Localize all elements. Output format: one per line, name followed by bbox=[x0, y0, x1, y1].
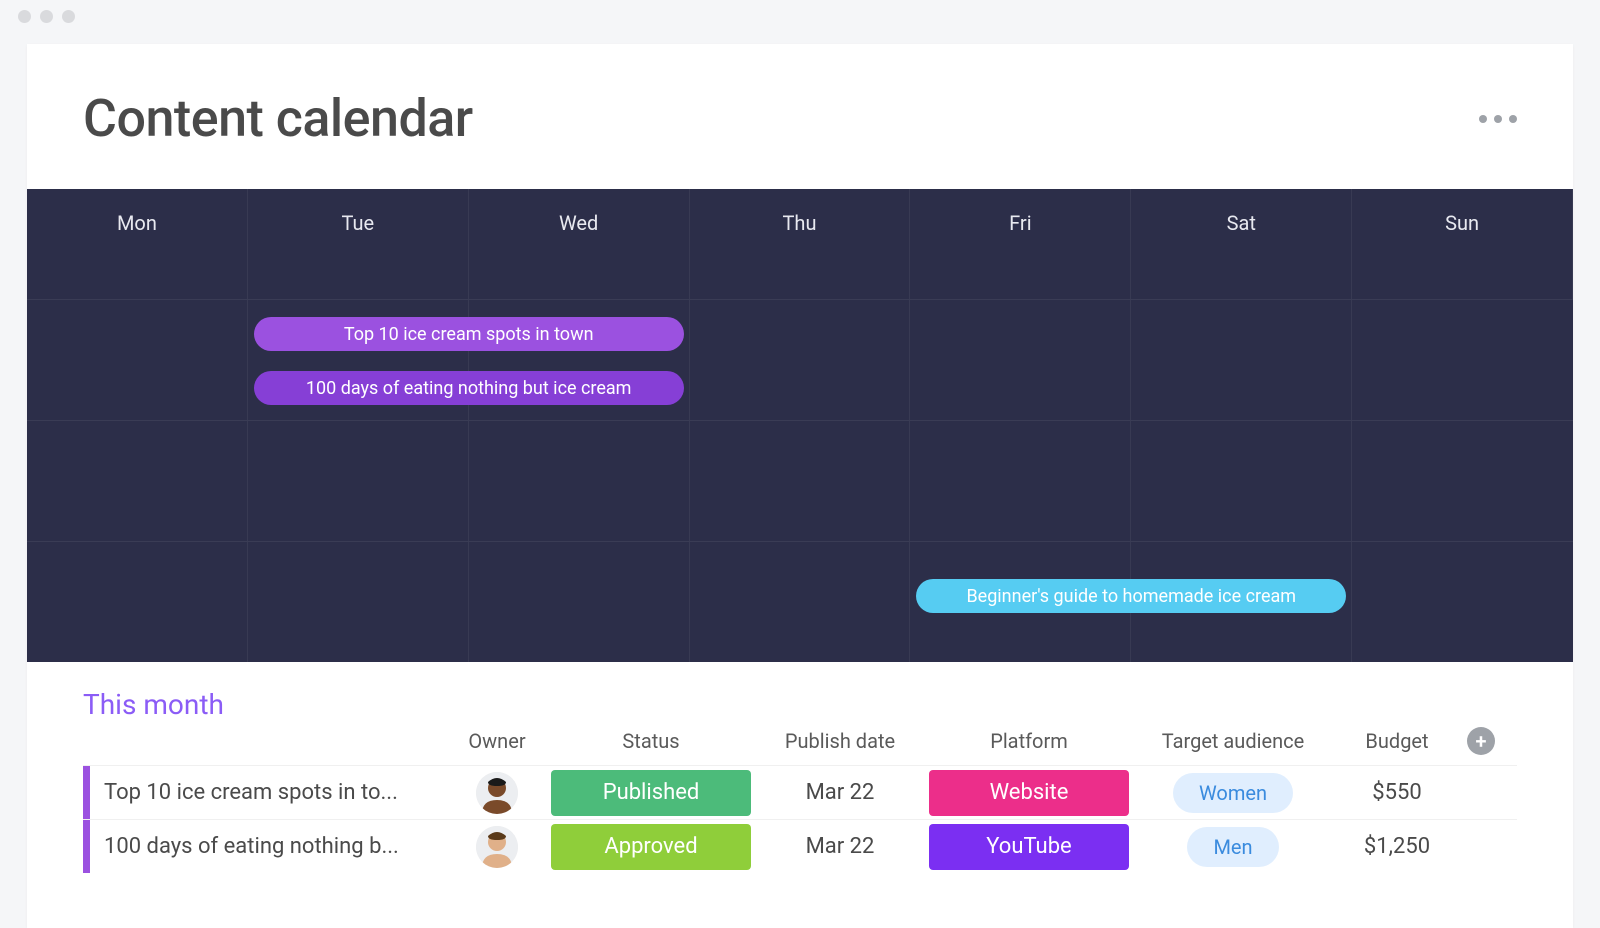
table-column-header[interactable]: Publish date bbox=[755, 729, 925, 753]
publish-date-cell[interactable]: Mar 22 bbox=[755, 834, 925, 859]
calendar-cell[interactable] bbox=[1131, 300, 1352, 420]
status-cell[interactable]: Approved bbox=[551, 824, 751, 870]
platform-cell[interactable]: Website bbox=[929, 770, 1129, 816]
calendar-header-row: MonTueWedThuFriSatSun bbox=[27, 189, 1573, 299]
audience-chip[interactable]: Women bbox=[1173, 773, 1293, 813]
more-menu-button[interactable] bbox=[1479, 115, 1517, 123]
platform-chip[interactable]: YouTube bbox=[929, 824, 1129, 870]
calendar-row bbox=[27, 299, 1573, 420]
calendar-cell[interactable] bbox=[248, 421, 469, 541]
owner-avatar[interactable] bbox=[476, 826, 518, 868]
row-color-stripe bbox=[83, 820, 90, 873]
calendar-cell[interactable] bbox=[1131, 421, 1352, 541]
row-title: 100 days of eating nothing b... bbox=[104, 834, 399, 859]
platform-cell[interactable]: YouTube bbox=[929, 824, 1129, 870]
table-column-header[interactable]: Budget bbox=[1337, 729, 1457, 753]
status-chip[interactable]: Approved bbox=[551, 824, 751, 870]
table-body: Top 10 ice cream spots in to... Published… bbox=[83, 765, 1517, 873]
calendar-header-cell: Fri bbox=[910, 189, 1131, 299]
table-column-header[interactable]: Platform bbox=[929, 729, 1129, 753]
calendar-header-cell: Mon bbox=[27, 189, 248, 299]
calendar-event[interactable]: Top 10 ice cream spots in town bbox=[254, 317, 684, 351]
calendar-event[interactable]: 100 days of eating nothing but ice cream bbox=[254, 371, 684, 405]
row-title: Top 10 ice cream spots in to... bbox=[104, 780, 398, 805]
calendar-cell[interactable] bbox=[248, 542, 469, 662]
table-column-header[interactable]: Target audience bbox=[1133, 729, 1333, 753]
table-row[interactable]: Top 10 ice cream spots in to... Published… bbox=[83, 765, 1517, 819]
budget-cell[interactable]: $1,250 bbox=[1337, 834, 1457, 859]
table-header-row: OwnerStatusPublish datePlatformTarget au… bbox=[83, 727, 1517, 765]
calendar-day-label: Fri bbox=[910, 189, 1130, 247]
calendar-cell[interactable] bbox=[27, 300, 248, 420]
status-chip[interactable]: Published bbox=[551, 770, 751, 816]
calendar-cell[interactable] bbox=[1352, 421, 1573, 541]
audience-cell[interactable]: Men bbox=[1133, 827, 1333, 867]
calendar-header-cell: Thu bbox=[690, 189, 911, 299]
calendar-cell[interactable] bbox=[469, 421, 690, 541]
calendar-cell[interactable] bbox=[910, 421, 1131, 541]
table-section: This month OwnerStatusPublish datePlatfo… bbox=[27, 662, 1573, 873]
row-title-cell[interactable]: 100 days of eating nothing b... bbox=[83, 820, 443, 873]
audience-cell[interactable]: Women bbox=[1133, 773, 1333, 813]
page-title: Content calendar bbox=[83, 88, 473, 149]
traffic-dot-max[interactable] bbox=[62, 10, 75, 23]
window-traffic-lights bbox=[0, 0, 1600, 32]
table-add-column-cell: + bbox=[1461, 727, 1501, 755]
calendar-header-cell: Sun bbox=[1352, 189, 1573, 299]
budget-cell[interactable]: $550 bbox=[1337, 780, 1457, 805]
calendar-event[interactable]: Beginner's guide to homemade ice cream bbox=[916, 579, 1346, 613]
calendar-day-label: Mon bbox=[27, 189, 247, 247]
page-header: Content calendar bbox=[27, 44, 1573, 189]
calendar-cell[interactable] bbox=[1352, 300, 1573, 420]
calendar-row bbox=[27, 420, 1573, 541]
calendar-view: MonTueWedThuFriSatSun Top 10 ice cream s… bbox=[27, 189, 1573, 662]
table-column-header[interactable]: Status bbox=[551, 729, 751, 753]
calendar-cell[interactable] bbox=[469, 542, 690, 662]
add-column-button[interactable]: + bbox=[1467, 727, 1495, 755]
calendar-day-label: Sat bbox=[1131, 189, 1351, 247]
platform-chip[interactable]: Website bbox=[929, 770, 1129, 816]
data-table: OwnerStatusPublish datePlatformTarget au… bbox=[83, 727, 1517, 873]
calendar-cell[interactable] bbox=[910, 300, 1131, 420]
calendar-cell[interactable] bbox=[27, 542, 248, 662]
calendar-header-cell: Tue bbox=[248, 189, 469, 299]
row-title-cell[interactable]: Top 10 ice cream spots in to... bbox=[83, 766, 443, 819]
owner-avatar[interactable] bbox=[476, 772, 518, 814]
traffic-dot-close[interactable] bbox=[18, 10, 31, 23]
app-frame: Content calendar MonTueWedThuFriSatSun T… bbox=[27, 44, 1573, 928]
calendar-cell[interactable] bbox=[27, 421, 248, 541]
section-title: This month bbox=[83, 688, 1517, 721]
calendar-cell[interactable] bbox=[690, 542, 911, 662]
status-cell[interactable]: Published bbox=[551, 770, 751, 816]
calendar-day-label: Thu bbox=[690, 189, 910, 247]
publish-date-cell[interactable]: Mar 22 bbox=[755, 780, 925, 805]
calendar-day-label: Tue bbox=[248, 189, 468, 247]
row-color-stripe bbox=[83, 766, 90, 819]
calendar-day-label: Sun bbox=[1352, 189, 1572, 247]
calendar-day-label: Wed bbox=[469, 189, 689, 247]
table-row[interactable]: 100 days of eating nothing b...ApprovedM… bbox=[83, 819, 1517, 873]
traffic-dot-min[interactable] bbox=[40, 10, 53, 23]
calendar-header-cell: Sat bbox=[1131, 189, 1352, 299]
calendar-cell[interactable] bbox=[1352, 542, 1573, 662]
audience-chip[interactable]: Men bbox=[1187, 827, 1278, 867]
calendar-cell[interactable] bbox=[690, 300, 911, 420]
owner-cell[interactable] bbox=[447, 772, 547, 814]
calendar-cell[interactable] bbox=[690, 421, 911, 541]
calendar-header-cell: Wed bbox=[469, 189, 690, 299]
table-column-header[interactable]: Owner bbox=[447, 729, 547, 753]
owner-cell[interactable] bbox=[447, 826, 547, 868]
